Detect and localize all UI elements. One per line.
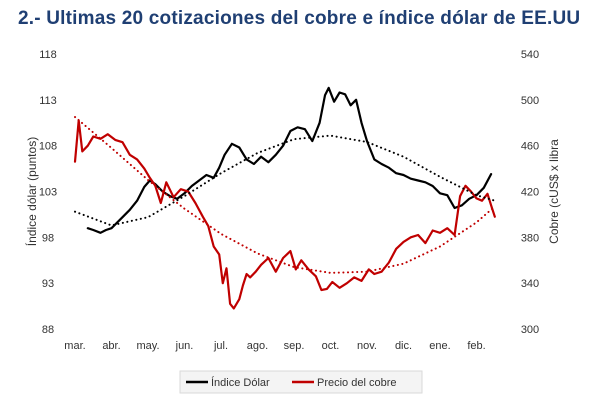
x-tick-label: mar.: [64, 340, 85, 352]
legend-label: Índice Dólar: [211, 376, 270, 389]
legend: Índice Dólar Precio del cobre: [179, 370, 423, 394]
copper-price-line: [73, 119, 496, 310]
x-tick-label: may.: [136, 340, 159, 352]
x-tick-label: dic.: [395, 340, 412, 352]
y-axis-left-ticks: 88 93 98 103 108 113 118: [39, 49, 57, 336]
x-tick-label: abr.: [102, 340, 120, 352]
x-axis-ticks: mar. abr. may. jun. jul. ago. sep. oct. nov. dic.…: [64, 340, 485, 352]
y-left-tick-label: 108: [39, 141, 57, 153]
x-tick-label: ago.: [247, 340, 268, 352]
y-left-tick-label: 98: [42, 232, 54, 244]
y-axis-right-ticks: 300 340 380 420 460 500 540: [521, 49, 539, 336]
dollar-index-trend-line: [74, 134, 496, 227]
legend-label: Precio del cobre: [317, 377, 397, 389]
x-tick-label: jun.: [175, 340, 194, 352]
y-left-tick-label: 103: [39, 187, 57, 199]
y-left-tick-label: 118: [39, 49, 57, 61]
y-right-tick-label: 540: [521, 49, 539, 61]
y-right-tick-label: 500: [521, 95, 539, 107]
copper-trend-line: [74, 116, 496, 274]
y-left-tick-label: 113: [39, 95, 57, 107]
y-axis-right-label: Cobre (cUS$ x libra: [547, 139, 561, 244]
chart-title: 2.- Ultimas 20 cotizaciones del cobre e …: [18, 8, 581, 29]
y-axis-right-title: Cobre (cUS$ x libra: [547, 139, 561, 244]
x-tick-label: jul.: [213, 340, 228, 352]
y-right-tick-label: 300: [521, 324, 539, 336]
y-right-tick-label: 380: [521, 232, 539, 244]
y-left-tick-label: 93: [42, 278, 54, 290]
y-right-tick-label: 460: [521, 141, 539, 153]
y-left-tick-label: 88: [42, 324, 54, 336]
y-right-tick-label: 420: [521, 187, 539, 199]
x-tick-label: ene.: [429, 340, 450, 352]
y-right-tick-label: 340: [521, 278, 539, 290]
x-tick-label: feb.: [467, 340, 485, 352]
x-tick-label: sep.: [284, 340, 305, 352]
x-tick-label: nov.: [357, 340, 377, 352]
y-axis-left-title: Índice dólar (puntos): [24, 137, 39, 246]
y-axis-left-label: Índice dólar (puntos): [24, 137, 39, 246]
dollar-index-line: [86, 86, 493, 234]
x-tick-label: oct.: [322, 340, 340, 352]
series-layer: [73, 86, 496, 310]
